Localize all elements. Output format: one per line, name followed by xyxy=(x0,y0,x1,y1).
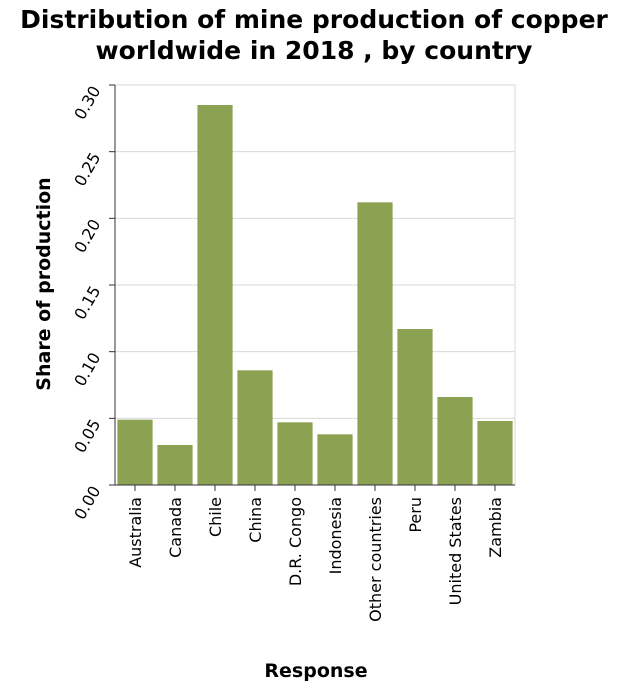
bar-indonesia xyxy=(317,434,353,485)
x-tick-label: Australia xyxy=(126,497,145,568)
x-tick-label: Indonesia xyxy=(326,497,345,574)
x-tick-label: Zambia xyxy=(486,497,505,558)
y-axis-title: Share of production xyxy=(33,177,55,390)
y-tick-label: 0.20 xyxy=(70,216,104,256)
x-tick-label: United States xyxy=(446,497,465,605)
x-tick-label: Canada xyxy=(166,497,185,558)
bar-peru xyxy=(397,329,433,485)
chart-title-line-1: Distribution of mine production of coppe… xyxy=(20,5,608,34)
y-tick-label: 0.25 xyxy=(70,149,104,189)
bar-united-states xyxy=(437,397,473,485)
bar-chile xyxy=(197,105,233,485)
x-tick-label: Chile xyxy=(206,497,225,537)
y-tick-label: 0.00 xyxy=(70,483,104,523)
bar-d-r-congo xyxy=(277,422,313,485)
bars xyxy=(117,105,513,486)
bar-zambia xyxy=(477,421,513,485)
axes: 0.00 0.05 0.10 0.15 0.20 0.25 0.30 Australia Can… xyxy=(70,83,515,622)
y-tick-label: 0.15 xyxy=(70,283,104,323)
chart-title-line-2: worldwide in 2018 , by country xyxy=(95,36,533,65)
y-tick-label: 0.05 xyxy=(70,416,104,456)
bar-australia xyxy=(117,419,153,485)
x-axis-title: Response xyxy=(264,660,367,682)
x-tick-label: Other countries xyxy=(366,497,385,622)
bar-canada xyxy=(157,445,193,485)
y-tick-label: 0.30 xyxy=(70,83,104,123)
y-tick-label: 0.10 xyxy=(70,349,104,389)
x-tick-label: China xyxy=(246,497,265,543)
x-tick-label: Peru xyxy=(406,497,425,533)
x-tick-label: D.R. Congo xyxy=(286,497,305,586)
chart-title: Distribution of mine production of coppe… xyxy=(0,4,628,66)
bar-other-countries xyxy=(357,202,393,486)
bar-china xyxy=(237,370,273,485)
